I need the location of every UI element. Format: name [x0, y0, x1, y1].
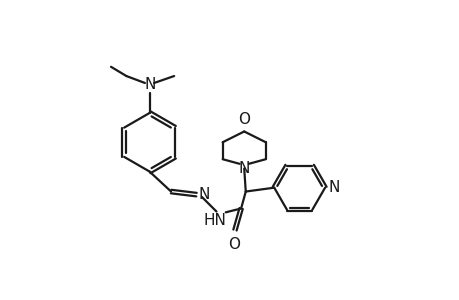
Text: N: N [327, 180, 339, 195]
Text: O: O [238, 112, 250, 127]
Text: HN: HN [203, 213, 226, 228]
Text: N: N [238, 161, 249, 176]
Text: O: O [228, 237, 240, 252]
Text: N: N [197, 187, 209, 202]
Text: N: N [144, 77, 156, 92]
